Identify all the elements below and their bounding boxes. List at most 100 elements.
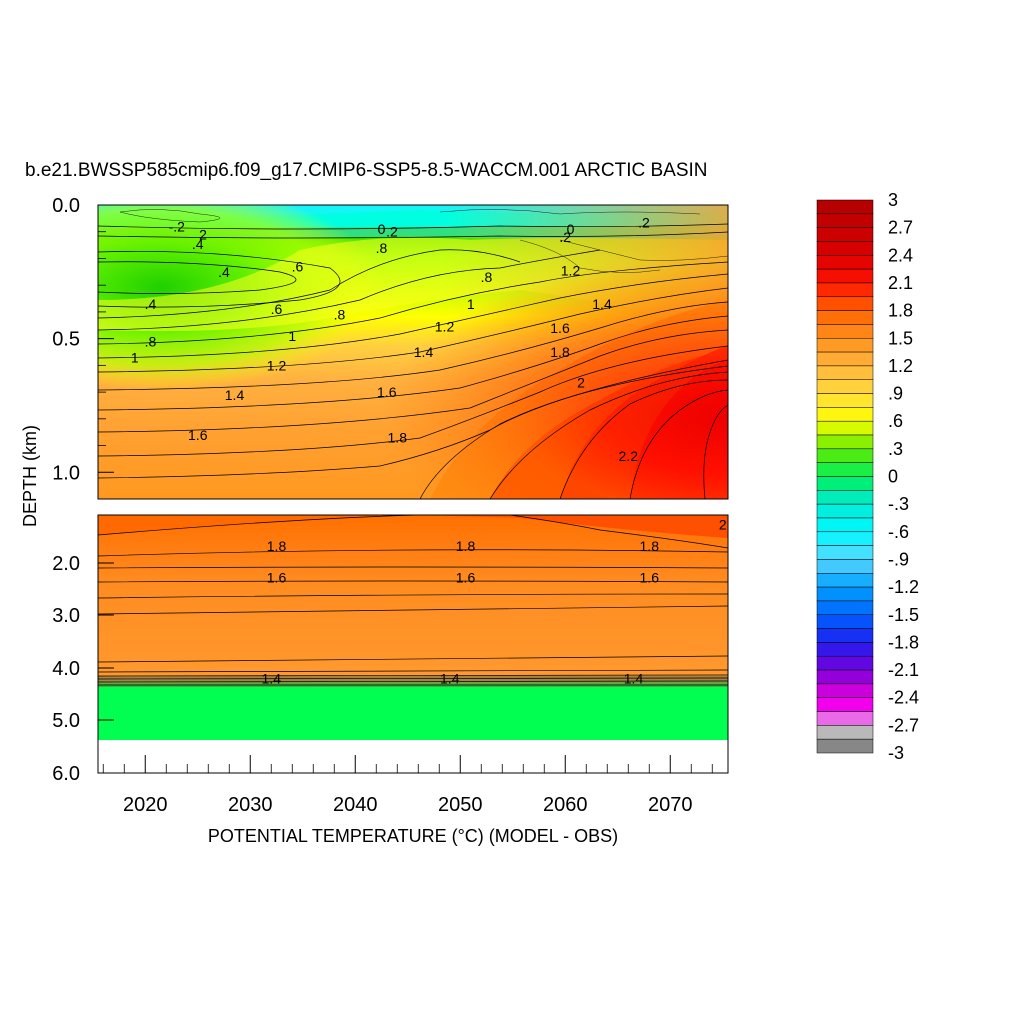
contour-label: .6 (292, 258, 304, 274)
colorbar-box (816, 725, 874, 740)
contour-labels: -.22.40.2.80.2.2.4.6.8 1.2.4.6.81 1.41.2 1.… (131, 214, 727, 686)
colorbar-box (816, 697, 874, 712)
y-tick-label: 4.0 (52, 658, 80, 680)
contour-label: 1.6 (188, 427, 208, 443)
y-tick-label: 1.0 (52, 462, 80, 484)
x-tick-label: 2060 (543, 794, 588, 816)
contour-label: 1.2 (267, 357, 287, 373)
y-tick-label: 5.0 (52, 710, 80, 732)
contour-label: .2 (638, 214, 650, 230)
contour-label: .8 (376, 240, 388, 256)
colorbar-label: -.3 (888, 494, 909, 514)
colorbar-box (816, 738, 874, 754)
contour-label: 1 (467, 296, 475, 312)
colorbar-box (816, 559, 874, 574)
colorbar-label: 2.7 (888, 218, 913, 238)
contour-label: 1.6 (456, 570, 476, 586)
contour-label: .2 (559, 229, 571, 245)
colorbar-label: 3 (888, 190, 898, 210)
colorbar-box (816, 503, 874, 519)
contour-label: 1.4 (225, 387, 245, 403)
colorbar-box (816, 531, 874, 546)
x-tick-label: 2020 (123, 794, 168, 816)
colorbar-box (816, 476, 874, 491)
contour-label: 0 (378, 221, 386, 237)
colorbar-label: -1.2 (888, 577, 919, 597)
colorbar-box (816, 268, 874, 284)
contour-label: 1.2 (435, 319, 455, 335)
contour-label: 2 (199, 226, 207, 242)
colorbar-box (816, 255, 874, 270)
y-tick-label: 0.5 (52, 329, 80, 351)
colorbar-box (816, 448, 874, 463)
lower-panel (98, 515, 728, 773)
y-tick-label: 6.0 (52, 763, 80, 785)
contour-label: 1.6 (550, 320, 570, 336)
colorbar-label: 1.5 (888, 328, 913, 348)
colorbar-box (816, 407, 874, 422)
contour-label: 1.2 (561, 262, 581, 278)
colorbar-box (816, 586, 874, 602)
colorbar-box (816, 614, 874, 629)
y-tick-label: 3.0 (52, 605, 80, 627)
contour-label: 1.4 (414, 344, 434, 360)
colorbar-box (816, 282, 874, 298)
x-tick-label: 2030 (228, 794, 273, 816)
contour-label: .2 (386, 224, 398, 240)
colorbar-label: -.6 (888, 522, 909, 542)
colorbar-box (816, 462, 874, 477)
colorbar-label: -.9 (888, 549, 909, 569)
colorbar-box (816, 199, 874, 215)
y-axis-title: DEPTH (km) (20, 425, 40, 527)
lower-panel-frame (97, 514, 729, 774)
colorbar-label: 2.4 (888, 245, 913, 265)
colorbar-box (816, 393, 874, 408)
colorbar-label: -2.1 (888, 660, 919, 680)
colorbar-label: .3 (888, 439, 903, 459)
contour-label: 1.8 (640, 538, 660, 554)
x-tick-label: 2070 (648, 794, 693, 816)
colorbar-label: -2.4 (888, 688, 919, 708)
contour-label: .8 (145, 333, 157, 349)
contour-label: 2.2 (619, 448, 639, 464)
colorbar-label: -3 (888, 743, 904, 763)
colorbar: 3 2.7 2.4 2.1 1.8 1.5 1.2 .9 .6 .3 0 -.3 -.6 -.9 -1.2 -… (816, 190, 919, 763)
colorbar-box (816, 600, 874, 615)
upper-panel-frame (97, 204, 729, 500)
contour-label: -.2 (169, 218, 186, 234)
contour-label: 1 (288, 328, 296, 344)
colorbar-label: -1.5 (888, 605, 919, 625)
contour-label: 1.8 (456, 538, 476, 554)
colorbar-box (816, 434, 874, 450)
contour-label: .4 (192, 236, 204, 252)
axes: 2020 2030 2040 2050 2060 20700.00.51.02.03.04… (52, 195, 713, 816)
contour-label: 1.6 (267, 570, 287, 586)
upper-panel (98, 205, 728, 499)
contour-label: .6 (271, 301, 283, 317)
colorbar-box (816, 545, 874, 560)
colorbar-box (816, 711, 874, 726)
contour-label: 0 (567, 221, 575, 237)
colorbar-box (816, 683, 874, 698)
contour-label: 1.4 (592, 296, 612, 312)
colorbar-label: .6 (888, 411, 903, 431)
contour-label: .8 (481, 269, 493, 285)
colorbar-box (816, 310, 874, 325)
colorbar-box (816, 324, 874, 339)
colorbar-box (816, 490, 874, 505)
colorbar-box (816, 241, 874, 256)
contour-label: 1.8 (267, 538, 287, 554)
contour-label: 1.6 (377, 384, 397, 400)
colorbar-box (816, 517, 874, 533)
colorbar-box (816, 338, 874, 353)
colorbar-box (816, 227, 874, 242)
contour-label: 1.8 (388, 430, 408, 446)
contour-label: 1.8 (550, 344, 570, 360)
y-tick-label: 2.0 (52, 553, 80, 575)
contour-label: .4 (218, 264, 230, 280)
colorbar-box (816, 642, 874, 657)
x-axis-title: POTENTIAL TEMPERATURE (°C) (MODEL - OBS) (208, 826, 618, 846)
colorbar-label: 1.8 (888, 301, 913, 321)
colorbar-label: -1.8 (888, 632, 919, 652)
